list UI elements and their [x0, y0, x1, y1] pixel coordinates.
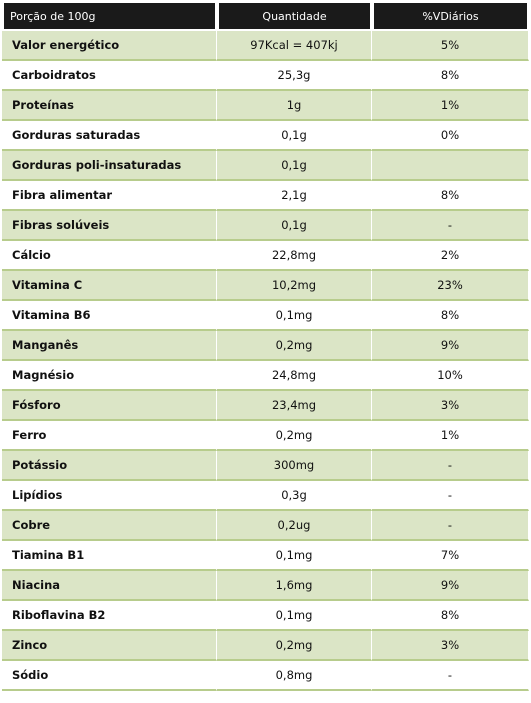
table-row: Manganês 0,2mg 9%	[2, 331, 529, 361]
nutrient-daily-value: 3%	[372, 391, 529, 421]
table-row: Cálcio 22,8mg 2%	[2, 241, 529, 271]
nutrient-name: Gorduras saturadas	[2, 121, 217, 151]
nutrient-name: Manganês	[2, 331, 217, 361]
table-row: Fósforo 23,4mg 3%	[2, 391, 529, 421]
table-row: Fibra alimentar 2,1g 8%	[2, 181, 529, 211]
table-header: Porção de 100g Quantidade %VDiários	[2, 0, 529, 31]
nutrient-daily-value: 1%	[372, 91, 529, 121]
nutrient-quantity: 23,4mg	[217, 391, 372, 421]
nutrient-daily-value: 9%	[372, 331, 529, 361]
nutrient-daily-value: 8%	[372, 181, 529, 211]
header-daily-value: %VDiários	[372, 0, 529, 31]
table-row: Magnésio 24,8mg 10%	[2, 361, 529, 391]
nutrient-name: Niacina	[2, 571, 217, 601]
nutrient-quantity: 0,2ug	[217, 511, 372, 541]
table-row: Gorduras poli-insaturadas 0,1g	[2, 151, 529, 181]
nutrient-daily-value: 5%	[372, 31, 529, 61]
nutrient-name: Cálcio	[2, 241, 217, 271]
table-row: Gorduras saturadas 0,1g 0%	[2, 121, 529, 151]
nutrition-table: Porção de 100g Quantidade %VDiários Valo…	[2, 0, 529, 691]
table-row: Vitamina C 10,2mg 23%	[2, 271, 529, 301]
nutrient-quantity: 10,2mg	[217, 271, 372, 301]
table-row: Potássio 300mg -	[2, 451, 529, 481]
nutrient-daily-value: -	[372, 661, 529, 691]
nutrient-name: Carboidratos	[2, 61, 217, 91]
nutrient-name: Valor energético	[2, 31, 217, 61]
table-row: Carboidratos 25,3g 8%	[2, 61, 529, 91]
nutrient-quantity: 0,2mg	[217, 421, 372, 451]
nutrient-daily-value: -	[372, 511, 529, 541]
table-row: Proteínas 1g 1%	[2, 91, 529, 121]
nutrient-name: Fibras solúveis	[2, 211, 217, 241]
nutrient-quantity: 1g	[217, 91, 372, 121]
nutrient-quantity: 0,1mg	[217, 541, 372, 571]
nutrient-quantity: 0,3g	[217, 481, 372, 511]
table-row: Zinco 0,2mg 3%	[2, 631, 529, 661]
nutrient-name: Riboflavina B2	[2, 601, 217, 631]
nutrient-quantity: 22,8mg	[217, 241, 372, 271]
nutrient-quantity: 0,1mg	[217, 301, 372, 331]
nutrient-name: Cobre	[2, 511, 217, 541]
table-row: Valor energético 97Kcal = 407kj 5%	[2, 31, 529, 61]
table-row: Lipídios 0,3g -	[2, 481, 529, 511]
nutrient-quantity: 97Kcal = 407kj	[217, 31, 372, 61]
table-row: Sódio 0,8mg -	[2, 661, 529, 691]
nutrient-daily-value: 8%	[372, 601, 529, 631]
nutrient-name: Magnésio	[2, 361, 217, 391]
nutrient-name: Sódio	[2, 661, 217, 691]
header-quantity: Quantidade	[217, 0, 372, 31]
nutrient-name: Vitamina B6	[2, 301, 217, 331]
nutrient-daily-value: 2%	[372, 241, 529, 271]
nutrient-daily-value: 7%	[372, 541, 529, 571]
nutrient-name: Fibra alimentar	[2, 181, 217, 211]
nutrient-daily-value	[372, 151, 529, 181]
nutrient-daily-value: 23%	[372, 271, 529, 301]
nutrient-daily-value: -	[372, 211, 529, 241]
nutrient-quantity: 0,1g	[217, 151, 372, 181]
nutrient-name: Lipídios	[2, 481, 217, 511]
nutrient-quantity: 300mg	[217, 451, 372, 481]
nutrient-quantity: 0,1g	[217, 211, 372, 241]
table-row: Ferro 0,2mg 1%	[2, 421, 529, 451]
nutrient-quantity: 0,8mg	[217, 661, 372, 691]
table-row: Cobre 0,2ug -	[2, 511, 529, 541]
header-portion: Porção de 100g	[2, 0, 217, 31]
nutrient-name: Fósforo	[2, 391, 217, 421]
table-row: Niacina 1,6mg 9%	[2, 571, 529, 601]
table-row: Tiamina B1 0,1mg 7%	[2, 541, 529, 571]
nutrient-name: Ferro	[2, 421, 217, 451]
nutrient-quantity: 0,1g	[217, 121, 372, 151]
header-row: Porção de 100g Quantidade %VDiários	[2, 0, 529, 31]
table-row: Vitamina B6 0,1mg 8%	[2, 301, 529, 331]
table-row: Fibras solúveis 0,1g -	[2, 211, 529, 241]
nutrient-daily-value: -	[372, 481, 529, 511]
nutrient-name: Tiamina B1	[2, 541, 217, 571]
nutrient-quantity: 24,8mg	[217, 361, 372, 391]
nutrient-name: Proteínas	[2, 91, 217, 121]
table-body: Valor energético 97Kcal = 407kj 5% Carboidr…	[2, 31, 529, 691]
nutrient-quantity: 0,2mg	[217, 331, 372, 361]
nutrient-daily-value: 8%	[372, 61, 529, 91]
table-row: Riboflavina B2 0,1mg 8%	[2, 601, 529, 631]
nutrient-quantity: 1,6mg	[217, 571, 372, 601]
nutrient-daily-value: -	[372, 451, 529, 481]
nutrient-quantity: 25,3g	[217, 61, 372, 91]
nutrition-table-container: Porção de 100g Quantidade %VDiários Valo…	[2, 0, 529, 691]
nutrient-name: Potássio	[2, 451, 217, 481]
nutrient-name: Vitamina C	[2, 271, 217, 301]
nutrient-quantity: 0,2mg	[217, 631, 372, 661]
nutrient-quantity: 0,1mg	[217, 601, 372, 631]
nutrient-name: Gorduras poli-insaturadas	[2, 151, 217, 181]
nutrient-daily-value: 0%	[372, 121, 529, 151]
nutrient-daily-value: 8%	[372, 301, 529, 331]
nutrient-daily-value: 9%	[372, 571, 529, 601]
nutrient-name: Zinco	[2, 631, 217, 661]
nutrient-daily-value: 3%	[372, 631, 529, 661]
nutrient-quantity: 2,1g	[217, 181, 372, 211]
nutrient-daily-value: 10%	[372, 361, 529, 391]
nutrient-daily-value: 1%	[372, 421, 529, 451]
